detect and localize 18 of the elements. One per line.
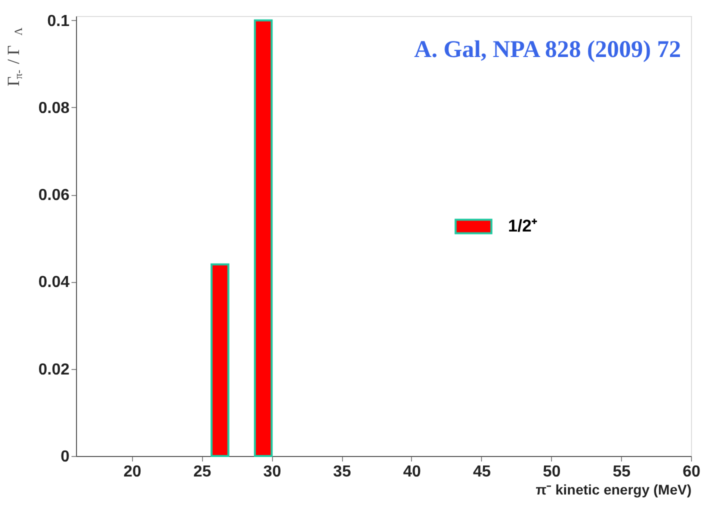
- annotation: A. Gal, NPA 828 (2009) 72: [414, 37, 681, 63]
- x-tick-label: 60: [682, 464, 700, 480]
- y-tick-label: 0.04: [38, 274, 70, 292]
- x-axis-title: π⁻ kinetic energy (MeV): [536, 482, 692, 498]
- x-tick-label: 40: [403, 464, 421, 480]
- y-tick-label: 0.08: [38, 100, 70, 117]
- x-tick-label: 35: [333, 464, 352, 480]
- y-tick-label: 0: [60, 448, 70, 466]
- x-tick-label: 25: [193, 464, 212, 480]
- x-tick-label: 55: [612, 464, 631, 480]
- legend-label: 1/2⁺: [508, 216, 538, 236]
- y-tick-label: 0.1: [47, 12, 70, 30]
- y-tick-label: 0.02: [38, 361, 70, 378]
- x-tick-label: 50: [542, 464, 561, 480]
- x-tick-label: 20: [124, 464, 142, 480]
- y-tick-label: 0.06: [38, 187, 70, 204]
- x-tick-label: 30: [263, 464, 282, 480]
- x-tick-label: 45: [472, 464, 491, 480]
